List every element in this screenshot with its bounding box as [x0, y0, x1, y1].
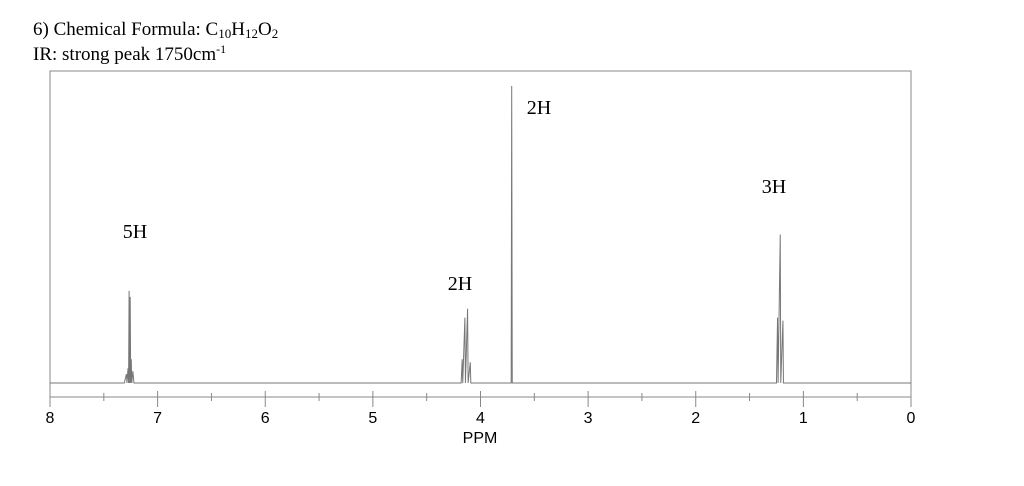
title-part: 10 — [218, 26, 231, 41]
peak-annotation: 5H — [123, 221, 147, 243]
peak-annotation: 3H — [762, 176, 786, 198]
subtitle-part: -1 — [216, 42, 226, 56]
x-tick-label: 5 — [368, 410, 377, 427]
title-part: 6) Chemical Formula: C — [33, 19, 218, 40]
subtitle-part: IR: strong peak 1750cm — [33, 44, 216, 65]
peak-annotation: 2H — [448, 273, 472, 295]
peak-annotation: 2H — [527, 97, 551, 119]
x-tick-label: 1 — [799, 410, 808, 427]
x-tick-label: 8 — [46, 410, 55, 427]
title-part: O — [258, 19, 272, 40]
x-tick-label: 2 — [691, 410, 700, 427]
title-part: 12 — [245, 26, 258, 41]
x-tick-label: 7 — [153, 410, 162, 427]
x-tick-label: 3 — [584, 410, 593, 427]
chart-title: 6) Chemical Formula: C10H12O2 — [33, 19, 278, 41]
title-part: H — [231, 19, 245, 40]
title-part: 2 — [272, 26, 279, 41]
chart-subtitle: IR: strong peak 1750cm-1 — [33, 42, 226, 65]
x-tick-label: 4 — [476, 410, 485, 427]
spectrum-line — [50, 85, 911, 384]
x-tick-label: 0 — [907, 410, 916, 427]
x-tick-label: 6 — [261, 410, 270, 427]
x-axis-label: PPM — [463, 430, 498, 447]
